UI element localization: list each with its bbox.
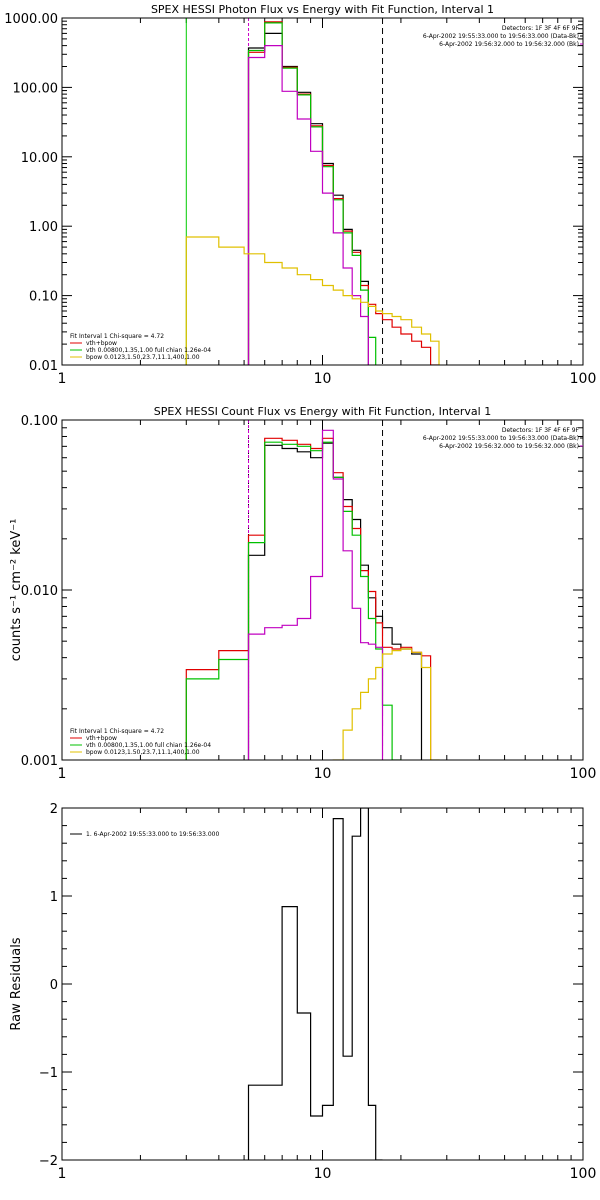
legend-entry: vth+bpow: [86, 340, 117, 347]
series-step-3: [247, 45, 369, 365]
legend-entry: vth 0.00800,1.35,1.00 full chian 1.26e-0…: [86, 742, 211, 749]
header-line: Detectors: 1F 3F 4F 6F 9F: [502, 427, 580, 434]
series-group: [185, 429, 440, 760]
residuals-panel: Raw Residuals 1 10 100 −2 −1 0 1 2 1. 6-Apr-2002 …: [9, 802, 596, 1182]
x-tick-label: 1: [58, 1166, 67, 1182]
header-line: Detectors: 1F 3F 4F 6F 9F: [502, 25, 580, 32]
header-line: 6-Apr-2002 19:56:32.000 to 19:56:32.000 …: [439, 41, 579, 48]
legend-entry: 1. 6-Apr-2002 19:55:33.000 to 19:56:33.0…: [86, 831, 219, 838]
chart-title: SPEX HESSI Photon Flux vs Energy with Fi…: [151, 3, 494, 16]
y-tick-label: 0: [50, 978, 58, 993]
y-tick-label: 1: [50, 890, 58, 905]
header-line: 6-Apr-2002 19:55:33.000 to 19:56:33.000 …: [423, 33, 579, 40]
y-tick-label: 1000.00: [4, 12, 58, 27]
plot-frame: [61, 419, 584, 761]
legend-entry: Fit Interval 1 Chi-square = 4.72: [70, 333, 164, 340]
x-tick-label: 10: [314, 371, 332, 387]
x-tick-label: 1: [58, 371, 67, 387]
y-tick-label: 1.00: [29, 220, 58, 235]
y-tick-label: 0.01: [29, 359, 58, 374]
y-tick-label: −1: [39, 1066, 58, 1081]
y-tick-label: −2: [39, 1154, 58, 1169]
chart-title: SPEX HESSI Count Flux vs Energy with Fit…: [154, 405, 491, 418]
series-step-2: [247, 22, 377, 365]
legend-entry: vth+bpow: [86, 735, 117, 742]
series-step-3: [247, 429, 384, 760]
y-axis-label: counts s⁻¹ cm⁻² keV⁻¹: [9, 519, 24, 662]
header-line: 6-Apr-2002 19:56:32.000 to 19:56:32.000 …: [439, 443, 579, 450]
series-group: [185, 21, 440, 365]
y-tick-label: 0.001: [21, 754, 58, 769]
x-tick-label: 10: [314, 1166, 332, 1182]
series-step-4: [185, 236, 440, 365]
y-axis-label: Raw Residuals: [9, 937, 24, 1030]
legend-entry: bpow 0.0123,1.50,23.7,11.1,400,1.00: [86, 354, 200, 361]
photon-flux-panel: SPEX HESSI Photon Flux vs Energy with Fi…: [4, 3, 596, 387]
series-step-1: [247, 21, 440, 365]
plot-frame: [61, 807, 584, 1161]
x-tick-label: 100: [570, 1166, 597, 1182]
series-step-0: [247, 808, 383, 1160]
y-tick-label: 0.10: [29, 290, 58, 305]
y-tick-label: 10.00: [21, 151, 58, 166]
legend-entry: Fit Interval 1 Chi-square = 4.72: [70, 728, 164, 735]
x-tick-label: 100: [570, 766, 597, 782]
x-tick-label: 10: [314, 766, 332, 782]
x-tick-label: 100: [570, 371, 597, 387]
y-tick-label: 2: [50, 802, 58, 817]
legend-entry: vth 0.00800,1.35,1.00 full chian 1.26e-0…: [86, 347, 211, 354]
y-tick-label: 0.100: [21, 414, 58, 429]
series-step-0: [247, 32, 369, 365]
header-line: 6-Apr-2002 19:55:33.000 to 19:56:33.000 …: [423, 435, 579, 442]
series-group: [247, 808, 383, 1160]
legend-entry: bpow 0.0123,1.50,23.7,11.1,400,1.00: [86, 749, 200, 756]
y-tick-label: 0.010: [21, 584, 58, 599]
plot-frame: [61, 17, 584, 366]
series-step-4: [332, 648, 440, 760]
x-tick-label: 1: [58, 766, 67, 782]
series-step-1: [185, 437, 432, 760]
count-flux-panel: SPEX HESSI Count Flux vs Energy with Fit…: [9, 405, 597, 782]
y-tick-label: 100.00: [13, 81, 59, 96]
